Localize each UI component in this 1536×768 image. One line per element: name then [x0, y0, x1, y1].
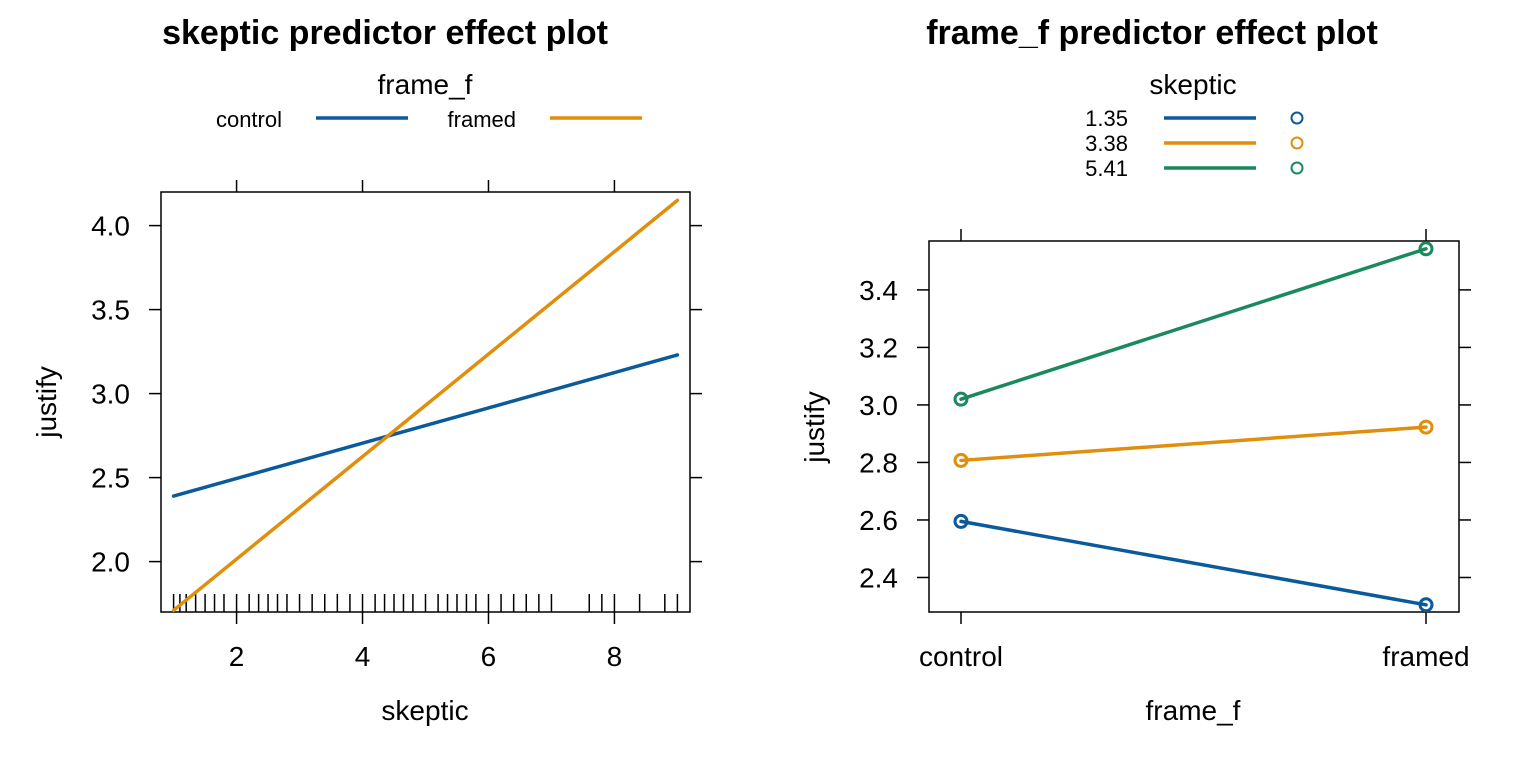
chart-title-2: frame_f predictor effect plot	[926, 14, 1378, 52]
x-tick-label: 4	[355, 641, 371, 672]
chart-title-1: skeptic predictor effect plot	[162, 14, 608, 52]
series-point-5.41	[953, 391, 969, 407]
legend-label-5.41: 5.41	[1085, 156, 1128, 181]
x-tick-label: framed	[1382, 641, 1469, 672]
legend-title-1: frame_f	[378, 69, 473, 100]
legend-label-control: control	[216, 107, 282, 132]
series-group-1	[171, 198, 680, 613]
legend-point-1.35	[1290, 111, 1304, 125]
y-tick-label: 2.6	[859, 505, 898, 536]
y-tick-label: 2.0	[91, 547, 130, 578]
series-line-control	[171, 353, 680, 498]
legend-point-5.41	[1290, 161, 1304, 175]
x-axis-label-2: frame_f	[1146, 695, 1241, 726]
y-tick-label: 4.0	[91, 211, 130, 242]
series-point-5.41	[1418, 241, 1434, 257]
panel-frame-f: frame_f predictor effect plot skeptic 1.…	[799, 14, 1471, 726]
series-line-1.35	[959, 519, 1428, 607]
x-tick-label: 6	[481, 641, 497, 672]
y-tick-label: 3.2	[859, 332, 898, 363]
axes-2: control framed 2.4 2.6 2.8 3.0 3.2 3.4	[859, 229, 1471, 672]
series-point-3.38	[1418, 419, 1434, 435]
y-tick-label: 3.4	[859, 275, 898, 306]
rug-1	[172, 594, 679, 612]
series-point-1.35	[953, 513, 969, 529]
y-axis-label-1: justify	[31, 366, 62, 439]
y-tick-label: 2.4	[859, 562, 898, 593]
series-point-1.35	[1418, 597, 1434, 613]
x-tick-label: 8	[607, 641, 623, 672]
legend-label-framed: framed	[448, 107, 516, 132]
legend-2: 1.353.385.41	[1085, 106, 1304, 181]
y-tick-label: 3.0	[859, 390, 898, 421]
series-point-3.38	[953, 452, 969, 468]
axes-1: 2 4 6 8 2.0 2.5 3.0 3.5 4.0	[91, 180, 702, 672]
y-tick-label: 2.5	[91, 463, 130, 494]
legend-label-1.35: 1.35	[1085, 106, 1128, 131]
y-axis-label-2: justify	[799, 391, 830, 464]
legend-label-3.38: 3.38	[1085, 131, 1128, 156]
series-line-3.38	[959, 425, 1428, 463]
legend-title-2: skeptic	[1149, 69, 1236, 100]
plot-frame-2	[928, 240, 1460, 613]
y-tick-label: 2.8	[859, 447, 898, 478]
legend-point-3.38	[1290, 136, 1304, 150]
x-axis-label-1: skeptic	[381, 695, 468, 726]
series-line-5.41	[959, 247, 1428, 401]
x-tick-label: 2	[229, 641, 245, 672]
y-tick-label: 3.5	[91, 295, 130, 326]
panel-skeptic: skeptic predictor effect plot frame_f co…	[31, 14, 702, 726]
y-tick-label: 3.0	[91, 379, 130, 410]
legend-1: control framed	[216, 107, 642, 132]
series-group-2	[953, 241, 1434, 613]
series-line-framed	[171, 198, 680, 613]
x-tick-label: control	[919, 641, 1003, 672]
